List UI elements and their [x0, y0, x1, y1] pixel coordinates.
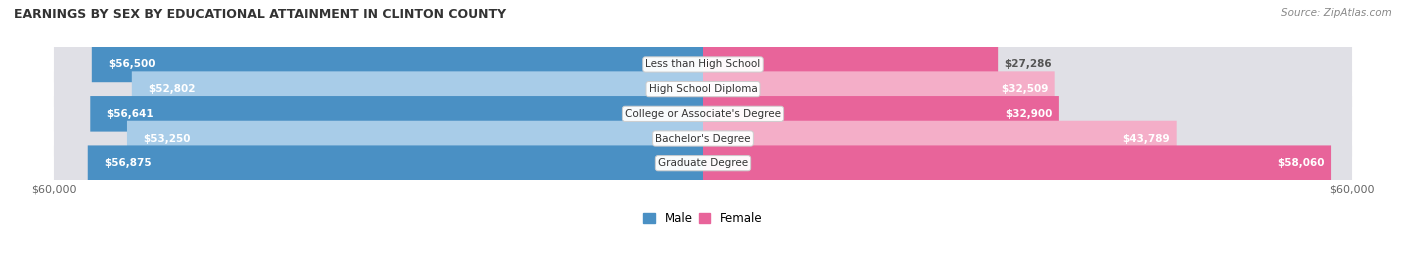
- Text: $56,641: $56,641: [107, 109, 155, 119]
- Text: Graduate Degree: Graduate Degree: [658, 158, 748, 168]
- FancyBboxPatch shape: [132, 71, 703, 107]
- FancyBboxPatch shape: [53, 146, 1353, 181]
- Text: $32,900: $32,900: [1005, 109, 1053, 119]
- Text: Less than High School: Less than High School: [645, 59, 761, 69]
- FancyBboxPatch shape: [53, 96, 1353, 132]
- FancyBboxPatch shape: [90, 96, 703, 132]
- FancyBboxPatch shape: [703, 96, 1059, 132]
- FancyBboxPatch shape: [703, 146, 1331, 181]
- FancyBboxPatch shape: [127, 121, 703, 156]
- Text: $32,509: $32,509: [1001, 84, 1049, 94]
- FancyBboxPatch shape: [703, 47, 998, 82]
- Text: $53,250: $53,250: [143, 133, 191, 143]
- FancyBboxPatch shape: [91, 47, 703, 82]
- Text: $52,802: $52,802: [148, 84, 195, 94]
- FancyBboxPatch shape: [87, 146, 703, 181]
- FancyBboxPatch shape: [53, 121, 1353, 156]
- Text: $56,500: $56,500: [108, 59, 156, 69]
- Text: EARNINGS BY SEX BY EDUCATIONAL ATTAINMENT IN CLINTON COUNTY: EARNINGS BY SEX BY EDUCATIONAL ATTAINMEN…: [14, 8, 506, 21]
- Text: High School Diploma: High School Diploma: [648, 84, 758, 94]
- Text: $43,789: $43,789: [1122, 133, 1170, 143]
- FancyBboxPatch shape: [53, 47, 1353, 82]
- FancyBboxPatch shape: [703, 121, 1177, 156]
- Text: Source: ZipAtlas.com: Source: ZipAtlas.com: [1281, 8, 1392, 18]
- Text: $27,286: $27,286: [1005, 59, 1052, 69]
- Text: $58,060: $58,060: [1277, 158, 1324, 168]
- FancyBboxPatch shape: [703, 71, 1054, 107]
- Legend: Male, Female: Male, Female: [644, 212, 762, 225]
- Text: Bachelor's Degree: Bachelor's Degree: [655, 133, 751, 143]
- Text: $56,875: $56,875: [104, 158, 152, 168]
- Text: College or Associate's Degree: College or Associate's Degree: [626, 109, 780, 119]
- FancyBboxPatch shape: [53, 71, 1353, 107]
